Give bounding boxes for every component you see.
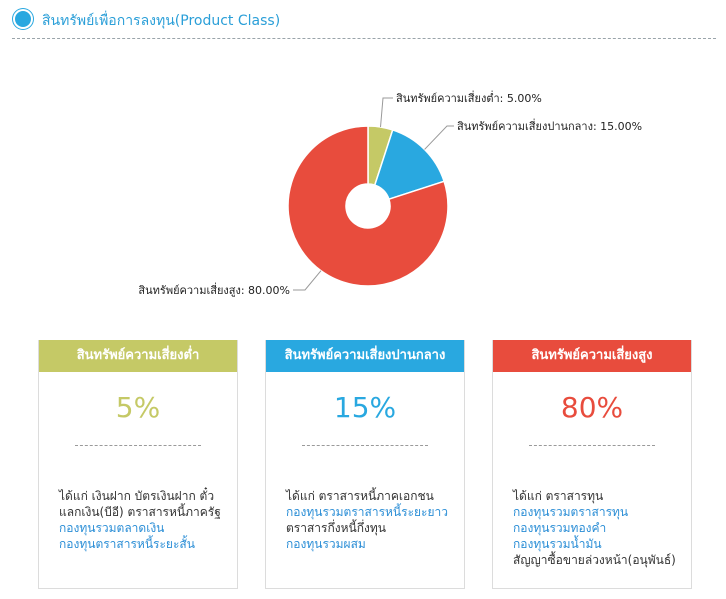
fund-link[interactable]: กองทุนรวมทองคำ: [513, 521, 607, 535]
card-divider: [529, 445, 655, 446]
fund-link[interactable]: กองทุนรวมตราสารหนี้ระยะยาว: [286, 505, 449, 519]
slice-label: สินทรัพย์ความเสี่ยงปานกลาง: 15.00%: [457, 118, 642, 133]
card-medium-risk: สินทรัพย์ความเสี่ยงปานกลาง 15% ได้แก่ ตร…: [265, 340, 465, 589]
card-percent: 15%: [333, 391, 397, 424]
fund-link[interactable]: กองทุนรวมน้ำมัน: [513, 537, 602, 551]
pie-slice[interactable]: [373, 128, 446, 201]
leader-line: [380, 97, 393, 128]
donut-chart: สินทรัพย์ความเสี่ยงต่ำ: 5.00% สินทรัพย์คว…: [138, 90, 642, 297]
card-high-risk: สินทรัพย์ความเสี่ยงสูง 80% ได้แก่ ตราสาร…: [492, 340, 692, 589]
card-title: สินทรัพย์ความเสี่ยงสูง: [493, 340, 691, 372]
description-text: ได้แก่ ตราสารทุน: [513, 489, 604, 503]
card-title: สินทรัพย์ความเสี่ยงปานกลาง: [266, 340, 464, 372]
card-percent: 5%: [115, 391, 161, 424]
slice-label: สินทรัพย์ความเสี่ยงต่ำ: 5.00%: [396, 90, 542, 105]
description-text: ตราสารกึ่งหนี้กึ่งทุน: [286, 521, 386, 535]
card-percent: 80%: [560, 391, 624, 424]
leader-line: [293, 270, 322, 291]
card-description: ได้แก่ เงินฝาก บัตรเงินฝาก ตั๋วแลกเงิน(บ…: [59, 488, 225, 552]
product-class-chart: สินทรัพย์ความเสี่ยงต่ำ: 5.00% สินทรัพย์คว…: [0, 60, 726, 300]
card-divider: [302, 445, 428, 446]
card-low-risk: สินทรัพย์ความเสี่ยงต่ำ 5% ได้แก่ เงินฝาก…: [38, 340, 238, 589]
description-text: ได้แก่ เงินฝาก บัตรเงินฝาก ตั๋ว: [59, 489, 215, 503]
fund-link[interactable]: กองทุนรวมตราสารทุน: [513, 505, 629, 519]
leader-line: [424, 125, 454, 150]
card-description: ได้แก่ ตราสารหนี้ภาคเอกชนกองทุนรวมตราสาร…: [286, 488, 452, 552]
card-description: ได้แก่ ตราสารทุนกองทุนรวมตราสารทุนกองทุน…: [513, 488, 679, 568]
description-text: แลกเงิน(บีอี) ตราสารหนี้ภาครัฐ: [59, 505, 221, 519]
fund-link[interactable]: กองทุนตราสารหนี้ระยะสั้น: [59, 537, 195, 551]
card-title: สินทรัพย์ความเสี่ยงต่ำ: [39, 340, 237, 372]
slice-label: สินทรัพย์ความเสี่ยงสูง: 80.00%: [138, 282, 290, 297]
header-divider: [12, 38, 716, 39]
fund-link[interactable]: กองทุนรวมตลาดเงิน: [59, 521, 165, 535]
bullet-icon: [15, 11, 31, 27]
fund-link[interactable]: กองทุนรวมผสม: [286, 537, 366, 551]
pie-slice[interactable]: [287, 125, 449, 287]
card-divider: [75, 445, 201, 446]
description-text: สัญญาซื้อขายล่วงหน้า(อนุพันธ์): [513, 553, 676, 567]
section-title: สินทรัพย์เพื่อการลงทุน(Product Class): [42, 13, 281, 29]
section-header: สินทรัพย์เพื่อการลงทุน(Product Class): [0, 0, 726, 40]
description-text: ได้แก่ ตราสารหนี้ภาคเอกชน: [286, 489, 434, 503]
